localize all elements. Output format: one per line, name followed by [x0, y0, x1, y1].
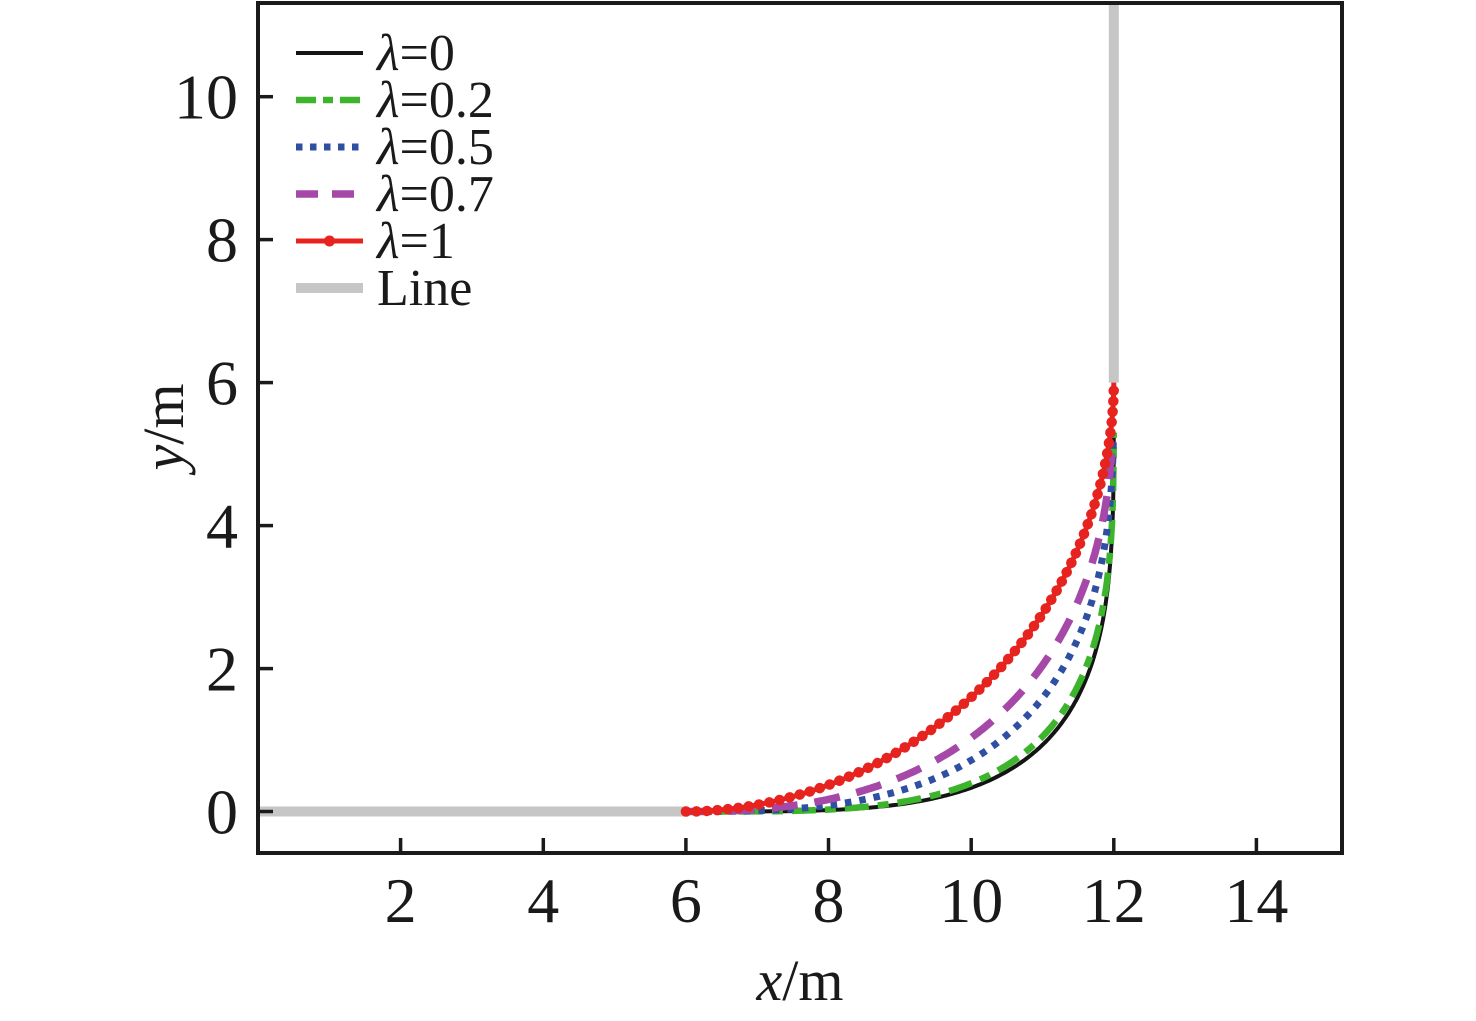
x-axis-label: x/m — [756, 948, 844, 1013]
curve-lambda-0-7 — [685, 439, 1117, 816]
plot-border — [256, 1, 1344, 855]
legend-label-lambda-0-2: λ=0.2 — [375, 72, 494, 129]
curve-lambda-1-markers — [680, 377, 1120, 817]
x-tick-label-2: 2 — [385, 865, 417, 936]
legend-item-lambda-1: λ=1 — [296, 213, 455, 270]
y-tick-label-0: 0 — [206, 777, 238, 848]
legend-item-lambda-0-5: λ=0.5 — [296, 119, 494, 176]
y-tick-label-2: 2 — [206, 634, 238, 705]
x-tick-label-4: 4 — [527, 865, 559, 936]
axes-layer: 2 4 6 8 10 12 14 0 2 4 6 8 10 x/m y/m — [131, 1, 1344, 1013]
legend-label-lambda-0-5: λ=0.5 — [375, 119, 494, 176]
legend-label-lambda-0-7: λ=0.7 — [375, 166, 494, 223]
y-tick-label-8: 8 — [206, 205, 238, 276]
legend-item-line: Line — [296, 260, 472, 317]
curves-layer — [680, 377, 1120, 817]
x-tick-label-12: 12 — [1082, 865, 1146, 936]
legend-label-line: Line — [377, 260, 472, 317]
legend-marker-lambda-1 — [324, 235, 335, 247]
legend-label-lambda-0: λ=0 — [375, 25, 455, 82]
y-tick-label-10: 10 — [174, 62, 238, 133]
legend-item-lambda-0: λ=0 — [296, 25, 455, 82]
curve-lambda-0-2 — [685, 432, 1118, 815]
y-tick-label-6: 6 — [206, 348, 238, 419]
curve-lambda-0-5 — [685, 436, 1117, 815]
legend-item-lambda-0-2: λ=0.2 — [296, 72, 494, 129]
y-axis-label: y/m — [131, 384, 196, 476]
x-tick-label-14: 14 — [1224, 865, 1288, 936]
legend-label-lambda-1: λ=1 — [375, 213, 455, 270]
x-tick-label-10: 10 — [939, 865, 1003, 936]
reference-line-layer — [258, 3, 1119, 817]
x-tick-label-8: 8 — [813, 865, 845, 936]
legend-item-lambda-0-7: λ=0.7 — [296, 166, 494, 223]
y-tick-label-4: 4 — [206, 491, 238, 562]
x-tick-label-6: 6 — [670, 865, 702, 936]
